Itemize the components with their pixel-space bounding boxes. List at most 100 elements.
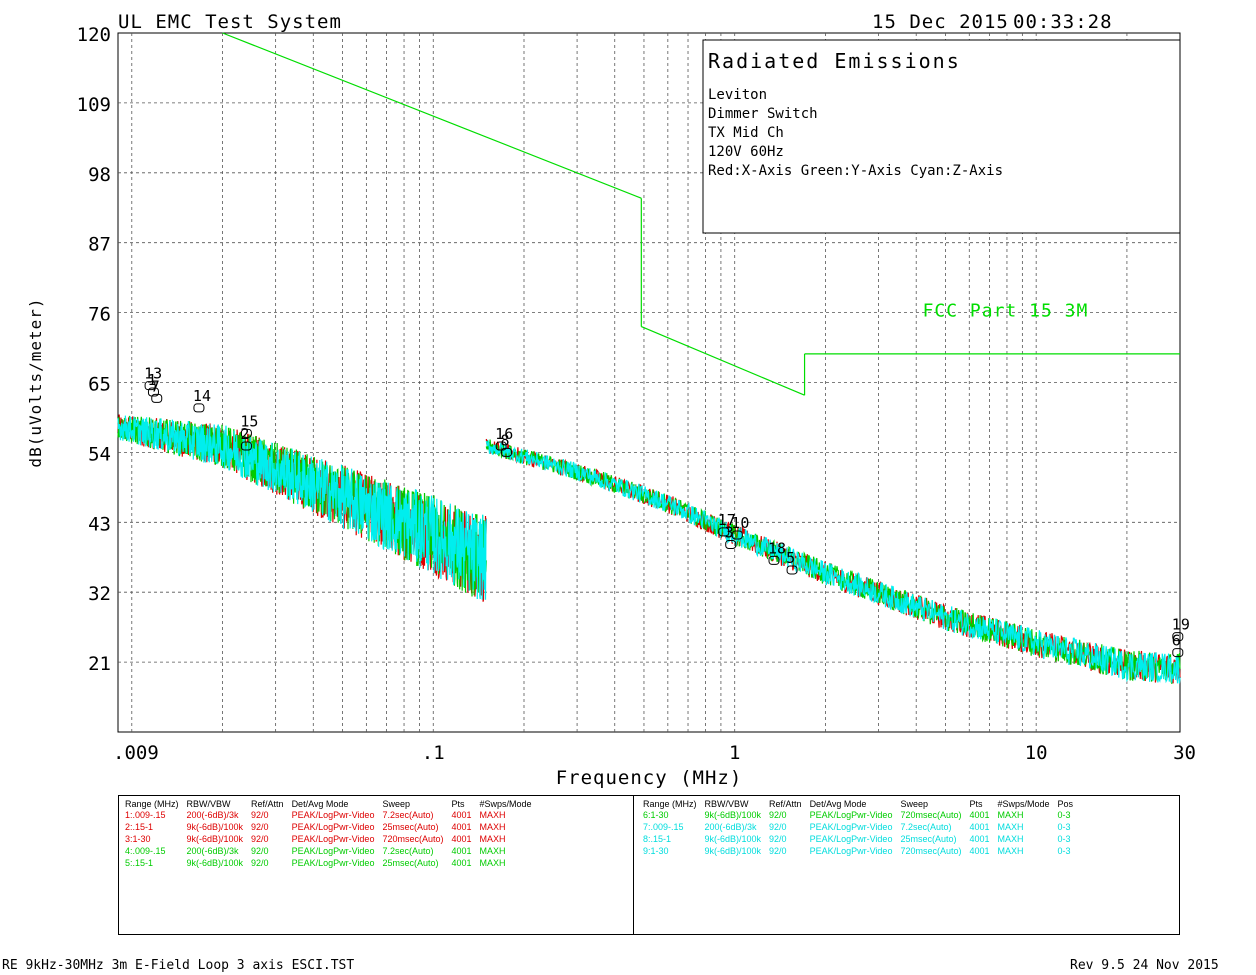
- table-cell: 5:.15-1: [125, 858, 154, 868]
- x-tick-label: 10: [1025, 742, 1048, 764]
- marker-label: 15: [240, 412, 258, 430]
- right-header-cell: Ref/Attn: [769, 799, 802, 809]
- table-cell: PEAK/LogPwr-Video: [809, 846, 893, 856]
- left-header-cell: Det/Avg Mode: [291, 799, 349, 809]
- limit-segment: [222, 32, 642, 199]
- test-date: 15 Dec 2015: [872, 11, 1009, 33]
- left-header-cell: #Swps/Mode: [479, 799, 532, 809]
- info-line: TX Mid Ch: [708, 125, 784, 141]
- marker-label: 18: [768, 539, 786, 557]
- table-cell: 8:.15-1: [643, 834, 672, 844]
- marker-box: [1172, 632, 1184, 642]
- info-line: Red:X-Axis Green:Y-Axis Cyan:Z-Axis: [708, 163, 1003, 179]
- table-cell: 9k(-6dB)/100k: [704, 810, 762, 820]
- y-tick-label: 21: [88, 653, 111, 675]
- marker-label: 19: [1172, 616, 1190, 634]
- y-tick-label: 32: [88, 583, 111, 605]
- marker-box: [1172, 648, 1184, 658]
- right-header-cell: #Swps/Mode: [997, 799, 1050, 809]
- table-cell: PEAK/LogPwr-Video: [809, 834, 893, 844]
- system-title: UL EMC Test System: [118, 11, 342, 33]
- table-cell: 200(-6dB)/3k: [704, 822, 757, 832]
- table-row: 6:1-30 9k(-6dB)/100k 92/0 PEAK/LogPwr-Video…: [639, 809, 1077, 821]
- info-title: Radiated Emissions: [708, 49, 961, 73]
- table-cell: 92/0: [251, 822, 269, 832]
- table-cell: MAXH: [479, 810, 506, 820]
- table-cell: 2:.15-1: [125, 822, 154, 832]
- marker-label: 14: [193, 387, 211, 405]
- y-axis-label: dB(uVolts/meter): [26, 297, 45, 467]
- table-cell: PEAK/LogPwr-Video: [291, 810, 375, 820]
- table-cell: 0-3: [1057, 810, 1071, 820]
- table-row: 5:.15-1 9k(-6dB)/100k 92/0 PEAK/LogPwr-Vide…: [121, 857, 536, 869]
- limit-segment: [641, 326, 805, 396]
- marker-box: [151, 393, 163, 403]
- table-cell: PEAK/LogPwr-Video: [809, 810, 893, 820]
- table-cell: 720msec(Auto): [900, 846, 962, 856]
- limit-label: FCC Part 15 3M: [923, 300, 1089, 321]
- table-cell: MAXH: [997, 810, 1024, 820]
- table-cell: 92/0: [769, 822, 787, 832]
- right-header-cell: RBW/VBW: [704, 799, 749, 809]
- y-tick-label: 76: [88, 304, 111, 326]
- marker-label: 8: [501, 431, 510, 449]
- marker-box: [731, 530, 743, 540]
- table-cell: 1:.009-.15: [125, 810, 166, 820]
- table-cell: 200(-6dB)/3k: [186, 810, 239, 820]
- table-row: 4:.009-.15 200(-6dB)/3k 92/0 PEAK/LogPwr-Vi…: [121, 845, 536, 857]
- table-cell: 0-3: [1057, 834, 1071, 844]
- table-cell: 4001: [969, 846, 990, 856]
- table-cell: 9k(-6dB)/100k: [186, 822, 244, 832]
- y-tick-label: 54: [88, 443, 111, 465]
- table-cell: 720msec(Auto): [382, 834, 444, 844]
- y-tick-label: 87: [88, 234, 111, 256]
- marker-label: 3: [725, 524, 734, 542]
- marker-box: [768, 555, 780, 565]
- marker-label: 17: [718, 511, 736, 529]
- x-tick-label: .1: [422, 742, 445, 764]
- table-cell: 9k(-6dB)/100k: [704, 834, 762, 844]
- table-row: 9:1-30 9k(-6dB)/100k 92/0 PEAK/LogPwr-Video…: [639, 845, 1077, 857]
- table-cell: 7.2sec(Auto): [900, 822, 952, 832]
- table-cell: PEAK/LogPwr-Video: [291, 846, 375, 856]
- limit-line: [222, 32, 1180, 396]
- x-axis: .009 .1 1 10 30 Frequency (MHz): [113, 742, 1196, 789]
- table-cell: 92/0: [251, 846, 269, 856]
- x-axis-label: Frequency (MHz): [556, 767, 743, 789]
- marker-label: 5: [786, 549, 795, 567]
- marker-box: [144, 381, 156, 391]
- info-line: Leviton: [708, 87, 767, 103]
- table-cell: 25msec(Auto): [382, 822, 439, 832]
- y-tick-label: 109: [77, 94, 111, 116]
- settings-panel: Range (MHz) RBW/VBW Ref/Attn Det/Avg Mode Sw…: [118, 795, 1180, 935]
- table-row: 3:1-30 9k(-6dB)/100k 92/0 PEAK/LogPwr-Video…: [121, 833, 536, 845]
- footer-revision: Rev 9.5 24 Nov 2015: [1070, 958, 1219, 973]
- table-cell: 4001: [451, 810, 472, 820]
- marker-box: [240, 428, 252, 438]
- x-tick-label: 30: [1173, 742, 1196, 764]
- table-cell: PEAK/LogPwr-Video: [291, 834, 375, 844]
- table-cell: PEAK/LogPwr-Video: [291, 822, 375, 832]
- marker-label: 2: [240, 425, 249, 443]
- table-cell: MAXH: [479, 846, 506, 856]
- settings-table-right: Range (MHz) RBW/VBW Ref/Attn Det/Avg Mode Sw…: [639, 799, 1077, 857]
- left-header-cell: Sweep: [382, 799, 410, 809]
- table-cell: 25msec(Auto): [382, 858, 439, 868]
- table-cell: 4001: [451, 834, 472, 844]
- table-cell: 4:.009-.15: [125, 846, 166, 856]
- y-tick-label: 120: [77, 24, 111, 46]
- marker-box: [240, 441, 252, 451]
- table-row: 2:.15-1 9k(-6dB)/100k 92/0 PEAK/LogPwr-Vide…: [121, 821, 536, 833]
- settings-divider: [633, 796, 634, 934]
- right-header-cell: Range (MHz): [643, 799, 697, 809]
- right-header-cell: Sweep: [900, 799, 928, 809]
- x-tick-label: 1: [729, 742, 740, 764]
- marker-box: [193, 403, 205, 413]
- right-header-cell: Pos: [1057, 799, 1074, 809]
- left-header-cell: RBW/VBW: [186, 799, 231, 809]
- table-cell: MAXH: [997, 834, 1024, 844]
- table-row: 8:.15-1 9k(-6dB)/100k 92/0 PEAK/LogPwr-Vide…: [639, 833, 1077, 845]
- table-cell: 7.2sec(Auto): [382, 810, 434, 820]
- table-cell: 9k(-6dB)/100k: [186, 834, 244, 844]
